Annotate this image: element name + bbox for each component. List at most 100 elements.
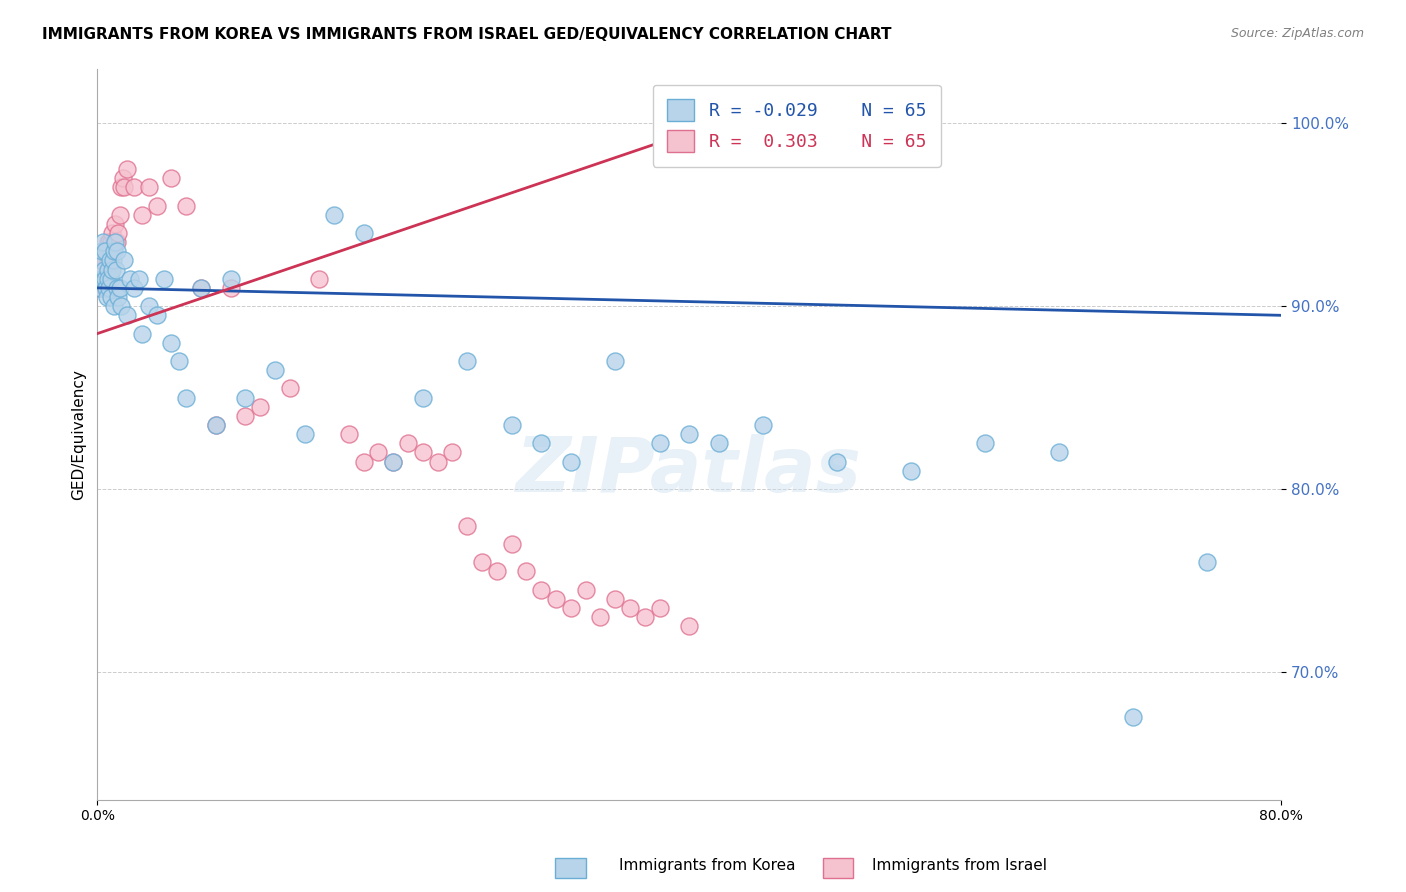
Point	[103, 299, 125, 313]
Point	[501, 417, 523, 432]
Point	[485, 564, 508, 578]
Point	[98, 235, 121, 250]
Point	[105, 244, 128, 259]
Point	[501, 537, 523, 551]
Point	[115, 162, 138, 177]
Point	[124, 180, 146, 194]
Point	[1197, 555, 1219, 569]
Point	[337, 427, 360, 442]
Point	[110, 299, 132, 313]
Point	[153, 272, 176, 286]
Point	[90, 244, 112, 259]
Point	[112, 180, 135, 194]
Point	[1122, 710, 1144, 724]
Point	[107, 290, 129, 304]
Point	[219, 281, 242, 295]
Point	[174, 391, 197, 405]
Point	[456, 518, 478, 533]
Point	[100, 244, 122, 259]
Point	[530, 582, 553, 597]
Point	[103, 244, 125, 259]
Point	[89, 281, 111, 295]
Point	[89, 281, 111, 295]
Point	[105, 281, 128, 295]
Point	[167, 354, 190, 368]
Point	[89, 253, 111, 268]
Point	[412, 445, 434, 459]
Point	[323, 208, 346, 222]
Point	[190, 281, 212, 295]
Point	[101, 226, 124, 240]
Point	[382, 454, 405, 468]
Text: IMMIGRANTS FROM KOREA VS IMMIGRANTS FROM ISRAEL GED/EQUIVALENCY CORRELATION CHAR: IMMIGRANTS FROM KOREA VS IMMIGRANTS FROM…	[42, 27, 891, 42]
Point	[204, 417, 226, 432]
Point	[96, 244, 118, 259]
Point	[678, 427, 700, 442]
Point	[204, 417, 226, 432]
Point	[707, 436, 730, 450]
Point	[98, 281, 121, 295]
Point	[94, 272, 117, 286]
Point	[145, 308, 167, 322]
Point	[101, 262, 124, 277]
Point	[96, 281, 118, 295]
Point	[233, 409, 256, 423]
Y-axis label: GED/Equivalency: GED/Equivalency	[72, 368, 86, 500]
Point	[91, 262, 114, 277]
Point	[471, 555, 494, 569]
Point	[104, 217, 127, 231]
Point	[91, 235, 114, 250]
Point	[89, 262, 111, 277]
Text: Immigrants from Korea: Immigrants from Korea	[619, 858, 796, 872]
Point	[412, 391, 434, 405]
Point	[108, 281, 131, 295]
Point	[128, 272, 150, 286]
Text: ZIPatlas: ZIPatlas	[516, 434, 862, 508]
Point	[94, 253, 117, 268]
Point	[111, 171, 134, 186]
Point	[174, 199, 197, 213]
Point	[98, 262, 121, 277]
Point	[560, 600, 582, 615]
Point	[105, 235, 128, 250]
Point	[160, 171, 183, 186]
Point	[90, 272, 112, 286]
Point	[396, 436, 419, 450]
Point	[353, 454, 375, 468]
Point	[752, 417, 775, 432]
Point	[104, 262, 127, 277]
Point	[110, 180, 132, 194]
Point	[974, 436, 997, 450]
Point	[98, 253, 121, 268]
Point	[138, 299, 160, 313]
Text: Source: ZipAtlas.com: Source: ZipAtlas.com	[1230, 27, 1364, 40]
Point	[278, 381, 301, 395]
Point	[426, 454, 449, 468]
Point	[94, 244, 117, 259]
Point	[441, 445, 464, 459]
Point	[87, 272, 110, 286]
Point	[825, 454, 848, 468]
Point	[456, 354, 478, 368]
Point	[648, 600, 671, 615]
Point	[367, 445, 389, 459]
Point	[115, 308, 138, 322]
Point	[605, 591, 627, 606]
Point	[575, 582, 598, 597]
Point	[101, 253, 124, 268]
Point	[103, 235, 125, 250]
Point	[108, 208, 131, 222]
Point	[560, 454, 582, 468]
Point	[100, 290, 122, 304]
Point	[648, 436, 671, 450]
Point	[900, 464, 922, 478]
Point	[1047, 445, 1070, 459]
Point	[190, 281, 212, 295]
Point	[233, 391, 256, 405]
Point	[97, 272, 120, 286]
Point	[605, 354, 627, 368]
Point	[101, 244, 124, 259]
Point	[544, 591, 567, 606]
Point	[97, 235, 120, 250]
Point	[104, 235, 127, 250]
